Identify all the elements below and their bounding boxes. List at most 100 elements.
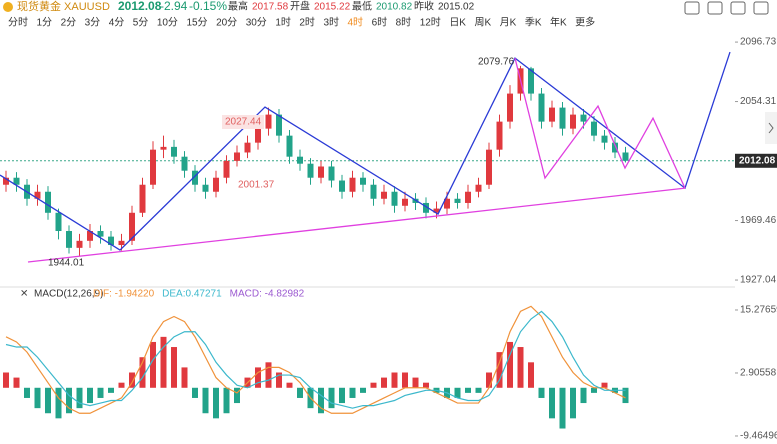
gold-icon (3, 2, 13, 12)
macd-bar (412, 377, 419, 388)
candle-body (244, 142, 251, 153)
low-label: 最低 (352, 0, 372, 13)
interval-button[interactable]: 2分 (61, 17, 77, 29)
candle-body (34, 191, 41, 199)
macd-bar (507, 341, 513, 388)
macd-bar (160, 336, 167, 388)
macd-bar (423, 382, 429, 388)
macd-bar (234, 387, 240, 404)
macd-bar (108, 387, 114, 393)
legend-entry: MACD: -4.82982 (230, 289, 305, 300)
y-tick-label: 15.27659 (740, 305, 777, 316)
prev: 2015.02 (438, 2, 475, 13)
candle-body (234, 152, 240, 161)
macd-bar (202, 387, 209, 414)
interval-button[interactable]: 季K (525, 17, 542, 29)
high: 2017.58 (252, 2, 289, 13)
annotation-box (222, 115, 264, 129)
symbol: 现货黄金 XAUUSD (17, 0, 110, 13)
candle-body (45, 191, 51, 213)
candle-body (318, 166, 324, 178)
interval-button[interactable]: 更多 (575, 16, 595, 29)
macd-bar (181, 367, 188, 388)
prev-label: 昨收 (414, 0, 434, 13)
side-tab[interactable] (765, 112, 777, 144)
interval-button[interactable]: 月K (500, 17, 517, 29)
macd-bar (129, 372, 135, 388)
macd-bar (328, 387, 335, 409)
macd-line (5, 305, 626, 414)
candle-body (139, 184, 146, 213)
interval-button[interactable]: 3分 (85, 17, 101, 29)
candle-body (433, 208, 440, 213)
candle-body (370, 184, 377, 199)
macd-bar (87, 387, 93, 404)
candle-body (276, 114, 282, 136)
macd-bar (24, 387, 30, 398)
macd-bar (381, 377, 387, 388)
macd-bar (318, 387, 324, 414)
interval-button[interactable]: 15分 (186, 17, 207, 29)
trend-drawing (514, 57, 686, 189)
macd-bar (192, 387, 198, 398)
interval-button[interactable]: 日K (449, 18, 466, 29)
macd-bar (454, 387, 461, 398)
macd-bar (402, 372, 408, 388)
candle-body (444, 198, 450, 209)
interval-button[interactable]: 6时 (372, 17, 388, 29)
price-annotation: 2027.44 (225, 117, 262, 128)
macd-bar (370, 382, 377, 388)
close-x[interactable]: ✕ (20, 289, 28, 300)
macd-bar (286, 382, 293, 388)
candle-body (507, 93, 513, 122)
interval-button[interactable]: 年K (550, 16, 567, 29)
macd-bar (559, 387, 566, 429)
interval-button[interactable]: 4分 (109, 17, 125, 29)
interval-button[interactable]: 20分 (216, 17, 237, 29)
interval-button[interactable]: 1分 (37, 17, 53, 29)
macd-bar (538, 387, 545, 398)
interval-button[interactable]: 1时 (275, 17, 291, 29)
interval-button[interactable]: 4时 (348, 17, 364, 29)
interval-button[interactable]: 12时 (420, 17, 441, 29)
candle-body (265, 114, 272, 129)
trend-drawing (0, 51, 731, 251)
interval-button[interactable]: 5分 (133, 17, 149, 29)
open-label: 开盘 (290, 0, 310, 13)
y-tick-label: 2.90558 (740, 368, 777, 379)
macd-bar (118, 382, 125, 388)
y-tick-label: 1927.04 (740, 275, 777, 286)
interval-button[interactable]: 10分 (157, 17, 178, 29)
icon[interactable] (707, 1, 723, 15)
candle-body (339, 180, 345, 192)
macd-bar (66, 387, 72, 414)
candle-body (580, 114, 587, 122)
icon[interactable] (684, 1, 700, 15)
icon[interactable] (753, 1, 769, 15)
interval-button[interactable]: 3时 (323, 17, 339, 29)
candle-body (423, 202, 429, 213)
macd-bar (276, 372, 282, 388)
interval-button[interactable]: 分时 (8, 17, 28, 29)
candle-body (486, 149, 492, 185)
y-tick-label: 2096.73 (740, 37, 777, 48)
macd-line (5, 310, 626, 409)
price-annotation: 2079.76 (478, 57, 515, 68)
interval-button[interactable]: 8时 (396, 17, 412, 29)
candle-body (108, 236, 114, 246)
candle-body (559, 107, 566, 129)
candle-body (328, 166, 335, 181)
candle-body (297, 156, 303, 164)
last-price-box (735, 153, 777, 168)
candle-body (475, 184, 482, 192)
macd-bar (265, 362, 272, 388)
candle-body (496, 121, 503, 150)
candle-body (255, 128, 261, 143)
high-label: 最高 (228, 0, 248, 13)
icon[interactable] (730, 1, 746, 15)
candle-body (202, 184, 209, 192)
interval-button[interactable]: 周K (474, 17, 491, 29)
open: 2015.22 (314, 2, 351, 13)
interval-button[interactable]: 2时 (299, 17, 315, 29)
interval-button[interactable]: 30分 (246, 17, 267, 29)
